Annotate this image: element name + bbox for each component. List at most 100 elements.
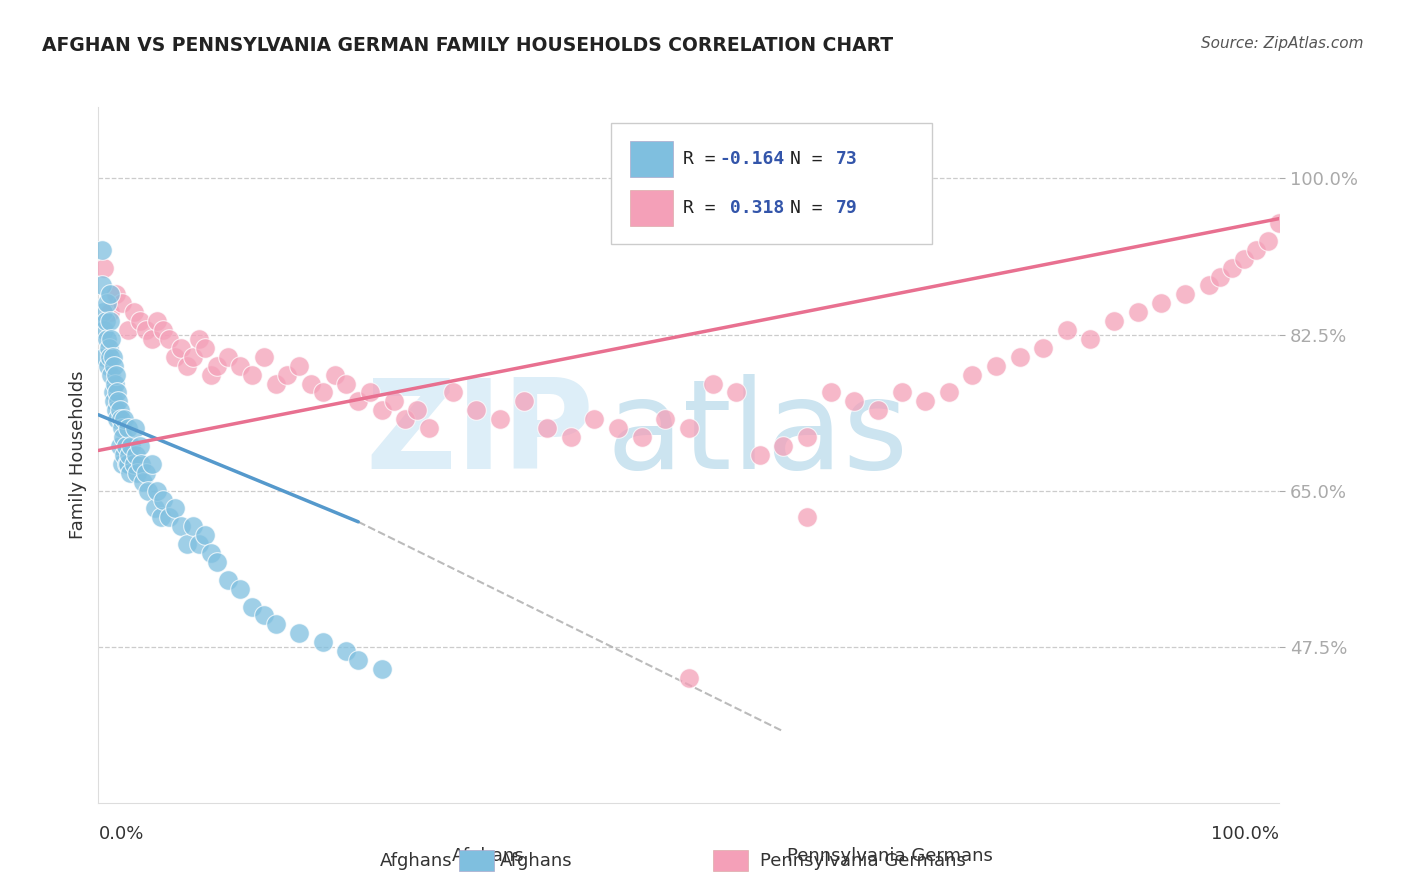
Point (607, 421, 630, 435)
Point (187, 332, 209, 346)
Point (100, 368, 122, 382)
Point (96, 332, 118, 346)
Point (312, 385, 335, 400)
Point (772, 439, 794, 453)
Point (111, 296, 134, 310)
Point (312, 635, 335, 649)
Text: Afghans: Afghans (380, 852, 453, 870)
Point (115, 457, 138, 471)
Point (253, 608, 276, 623)
Point (630, 430, 652, 444)
Point (1268, 216, 1291, 230)
Point (187, 537, 209, 551)
Point (117, 421, 139, 435)
Point (170, 341, 193, 355)
Point (702, 376, 724, 391)
Point (94, 314, 117, 328)
Point (125, 448, 148, 462)
Point (117, 323, 139, 337)
Text: N =: N = (790, 150, 834, 168)
Text: 73: 73 (837, 150, 858, 168)
Point (127, 466, 149, 480)
Point (217, 350, 239, 364)
Point (194, 341, 217, 355)
Point (103, 359, 125, 373)
Point (382, 394, 405, 409)
Point (132, 475, 155, 489)
Point (229, 582, 252, 596)
Point (1209, 269, 1232, 284)
Text: Source: ZipAtlas.com: Source: ZipAtlas.com (1201, 36, 1364, 51)
Point (583, 412, 606, 426)
Point (91, 305, 114, 319)
Point (165, 350, 187, 364)
Point (489, 412, 512, 426)
Point (108, 439, 131, 453)
Point (117, 457, 139, 471)
Point (136, 483, 159, 498)
Y-axis label: Family Households: Family Households (69, 371, 87, 539)
Point (418, 421, 440, 435)
Text: Pennsylvania Germans: Pennsylvania Germans (787, 847, 993, 865)
Point (176, 359, 198, 373)
Point (122, 305, 145, 319)
Point (240, 599, 263, 614)
Point (98, 287, 121, 301)
Point (98, 341, 121, 355)
Point (157, 510, 180, 524)
Point (135, 466, 157, 480)
Point (536, 421, 558, 435)
Point (98, 314, 121, 328)
Point (176, 537, 198, 551)
Point (229, 359, 252, 373)
Point (441, 385, 464, 400)
Point (112, 448, 135, 462)
Point (1102, 314, 1125, 328)
Point (217, 573, 239, 587)
Point (108, 403, 131, 417)
Point (105, 412, 128, 426)
Point (560, 430, 582, 444)
Point (98, 350, 121, 364)
Point (406, 403, 429, 417)
Point (111, 457, 134, 471)
Point (1126, 305, 1149, 319)
Point (276, 368, 298, 382)
Point (101, 385, 124, 400)
Text: N =: N = (790, 199, 834, 217)
Point (122, 457, 145, 471)
Point (111, 421, 134, 435)
Point (110, 412, 132, 426)
Point (170, 519, 193, 533)
Text: Afghans: Afghans (451, 847, 524, 865)
Point (200, 368, 222, 382)
Text: atlas: atlas (606, 374, 908, 494)
Point (866, 403, 889, 417)
Point (105, 403, 128, 417)
Point (141, 332, 163, 346)
Point (264, 376, 287, 391)
Point (124, 421, 146, 435)
Point (107, 394, 129, 409)
Text: AFGHAN VS PENNSYLVANIA GERMAN FAMILY HOUSEHOLDS CORRELATION CHART: AFGHAN VS PENNSYLVANIA GERMAN FAMILY HOU… (42, 36, 893, 54)
Point (93, 350, 115, 364)
Point (181, 519, 204, 533)
Point (264, 617, 287, 632)
Text: Afghans: Afghans (501, 852, 572, 870)
Point (288, 626, 311, 640)
Text: R =: R = (682, 150, 725, 168)
Point (1056, 323, 1078, 337)
Point (1080, 332, 1102, 346)
Point (347, 653, 370, 667)
Text: Pennsylvania Germans: Pennsylvania Germans (759, 852, 966, 870)
Text: -0.164: -0.164 (720, 150, 785, 168)
Point (105, 287, 128, 301)
Point (288, 359, 311, 373)
Point (748, 448, 770, 462)
Point (240, 368, 263, 382)
Point (890, 385, 912, 400)
Point (100, 332, 122, 346)
Point (678, 421, 700, 435)
Point (101, 350, 124, 364)
Text: 0.318: 0.318 (720, 199, 785, 217)
